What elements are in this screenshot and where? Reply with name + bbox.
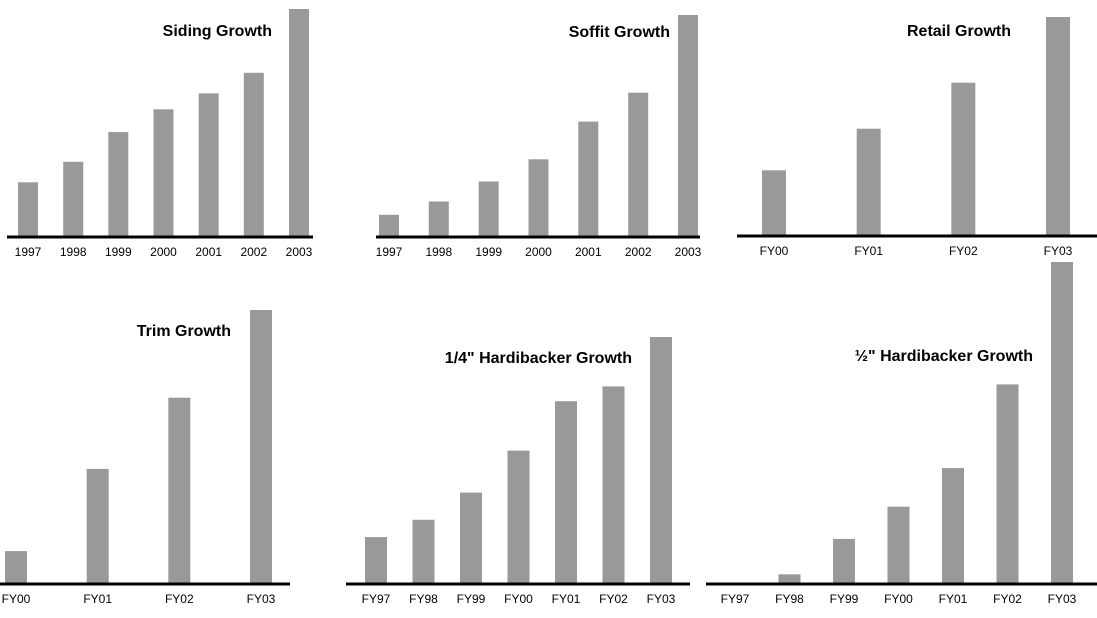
bar-FY02 bbox=[602, 386, 625, 584]
bar-FY03 bbox=[650, 337, 672, 584]
tick-label: FY03 bbox=[247, 592, 276, 606]
tick-label: FY99 bbox=[457, 592, 486, 606]
tick-label: FY00 bbox=[884, 592, 913, 606]
bar-2000 bbox=[153, 109, 174, 237]
tick-label: FY02 bbox=[993, 592, 1022, 606]
bar-FY00 bbox=[5, 551, 27, 584]
tick-label: FY03 bbox=[647, 592, 676, 606]
tick-label: FY98 bbox=[409, 592, 438, 606]
tick-label: FY01 bbox=[854, 244, 883, 258]
chart-5: FY97 FY98 FY99 FY00 FY01 FY02 FY03 1/4" Hardiba… bbox=[346, 337, 690, 606]
tick-label: FY00 bbox=[760, 244, 789, 258]
bar-2000 bbox=[528, 159, 549, 237]
bar-FY03 bbox=[250, 310, 272, 584]
tick-label: FY02 bbox=[599, 592, 628, 606]
bar-FY01 bbox=[86, 468, 109, 584]
bar-1999 bbox=[478, 181, 499, 237]
tick-label: 2000 bbox=[525, 245, 552, 259]
chart-1: 1997 1998 1999 2000 2001 2002 2003 Siding Growt… bbox=[7, 9, 313, 259]
tick-label: FY03 bbox=[1044, 244, 1073, 258]
bar-1998 bbox=[63, 161, 84, 237]
bar-FY01 bbox=[555, 401, 577, 584]
bar-2001 bbox=[198, 93, 219, 238]
bar-2003 bbox=[289, 9, 309, 237]
chart-title: Trim Growth bbox=[137, 323, 231, 340]
tick-label: FY98 bbox=[775, 592, 804, 606]
bar-FY02 bbox=[168, 397, 191, 584]
tick-label: 2002 bbox=[625, 245, 652, 259]
tick-label: FY01 bbox=[552, 592, 581, 606]
bar-1997 bbox=[379, 214, 399, 237]
bar-2002 bbox=[628, 92, 649, 237]
bar-FY02 bbox=[996, 384, 1019, 584]
bar-2002 bbox=[243, 72, 264, 237]
chart-title: 1/4" Hardibacker Growth bbox=[445, 350, 632, 367]
tick-label: FY02 bbox=[949, 244, 978, 258]
tick-label: FY00 bbox=[2, 592, 31, 606]
tick-label: 1998 bbox=[425, 245, 452, 259]
chart-title: ½" Hardibacker Growth bbox=[855, 348, 1033, 365]
chart-title: Retail Growth bbox=[907, 23, 1011, 40]
chart-title: Siding Growth bbox=[163, 23, 272, 40]
bar-FY98 bbox=[412, 519, 435, 584]
bar-FY01 bbox=[942, 468, 964, 584]
bar-1997 bbox=[18, 182, 38, 237]
bar-FY98 bbox=[778, 574, 801, 584]
chart-3: FY00 FY01 FY02 FY03 Retail Growth bbox=[737, 17, 1097, 258]
tick-label: FY01 bbox=[939, 592, 968, 606]
tick-label: 1997 bbox=[376, 245, 403, 259]
bar-FY02 bbox=[951, 82, 976, 236]
tick-label: 1998 bbox=[60, 245, 87, 259]
tick-label: FY97 bbox=[721, 592, 750, 606]
tick-label: 2003 bbox=[675, 245, 702, 259]
tick-label: FY01 bbox=[83, 592, 112, 606]
bar-FY01 bbox=[856, 128, 881, 236]
tick-label: 2000 bbox=[150, 245, 177, 259]
tick-label: 1997 bbox=[15, 245, 42, 259]
chart-6: FY97 FY98 FY99 FY00 FY01 FY02 FY03 ½" Hardiback… bbox=[706, 262, 1097, 606]
bar-FY03 bbox=[1046, 17, 1070, 236]
bar-FY03 bbox=[1051, 262, 1073, 584]
bar-FY00 bbox=[762, 170, 786, 236]
tick-label: 2001 bbox=[195, 245, 222, 259]
chart-2: 1997 1998 1999 2000 2001 2002 2003 Soffit Growt… bbox=[376, 15, 702, 259]
bar-FY99 bbox=[833, 538, 855, 584]
tick-label: FY00 bbox=[504, 592, 533, 606]
bar-1999 bbox=[108, 132, 129, 237]
tick-label: 1999 bbox=[105, 245, 132, 259]
tick-label: 2003 bbox=[286, 245, 313, 259]
bar-FY97 bbox=[365, 537, 387, 584]
tick-label: 1999 bbox=[475, 245, 502, 259]
tick-label: 2001 bbox=[575, 245, 602, 259]
tick-label: 2002 bbox=[240, 245, 267, 259]
bar-2003 bbox=[678, 15, 698, 237]
bar-FY00 bbox=[887, 506, 910, 584]
bar-FY00 bbox=[507, 450, 530, 584]
tick-label: FY02 bbox=[165, 592, 194, 606]
bar-1998 bbox=[428, 201, 449, 237]
chart-4: FY00 FY01 FY02 FY03 Trim Growth bbox=[0, 310, 290, 606]
tick-label: FY97 bbox=[362, 592, 391, 606]
tick-label: FY99 bbox=[830, 592, 859, 606]
bar-FY99 bbox=[460, 492, 482, 584]
tick-label: FY03 bbox=[1048, 592, 1077, 606]
chart-title: Soffit Growth bbox=[569, 24, 670, 41]
bar-2001 bbox=[578, 121, 599, 237]
